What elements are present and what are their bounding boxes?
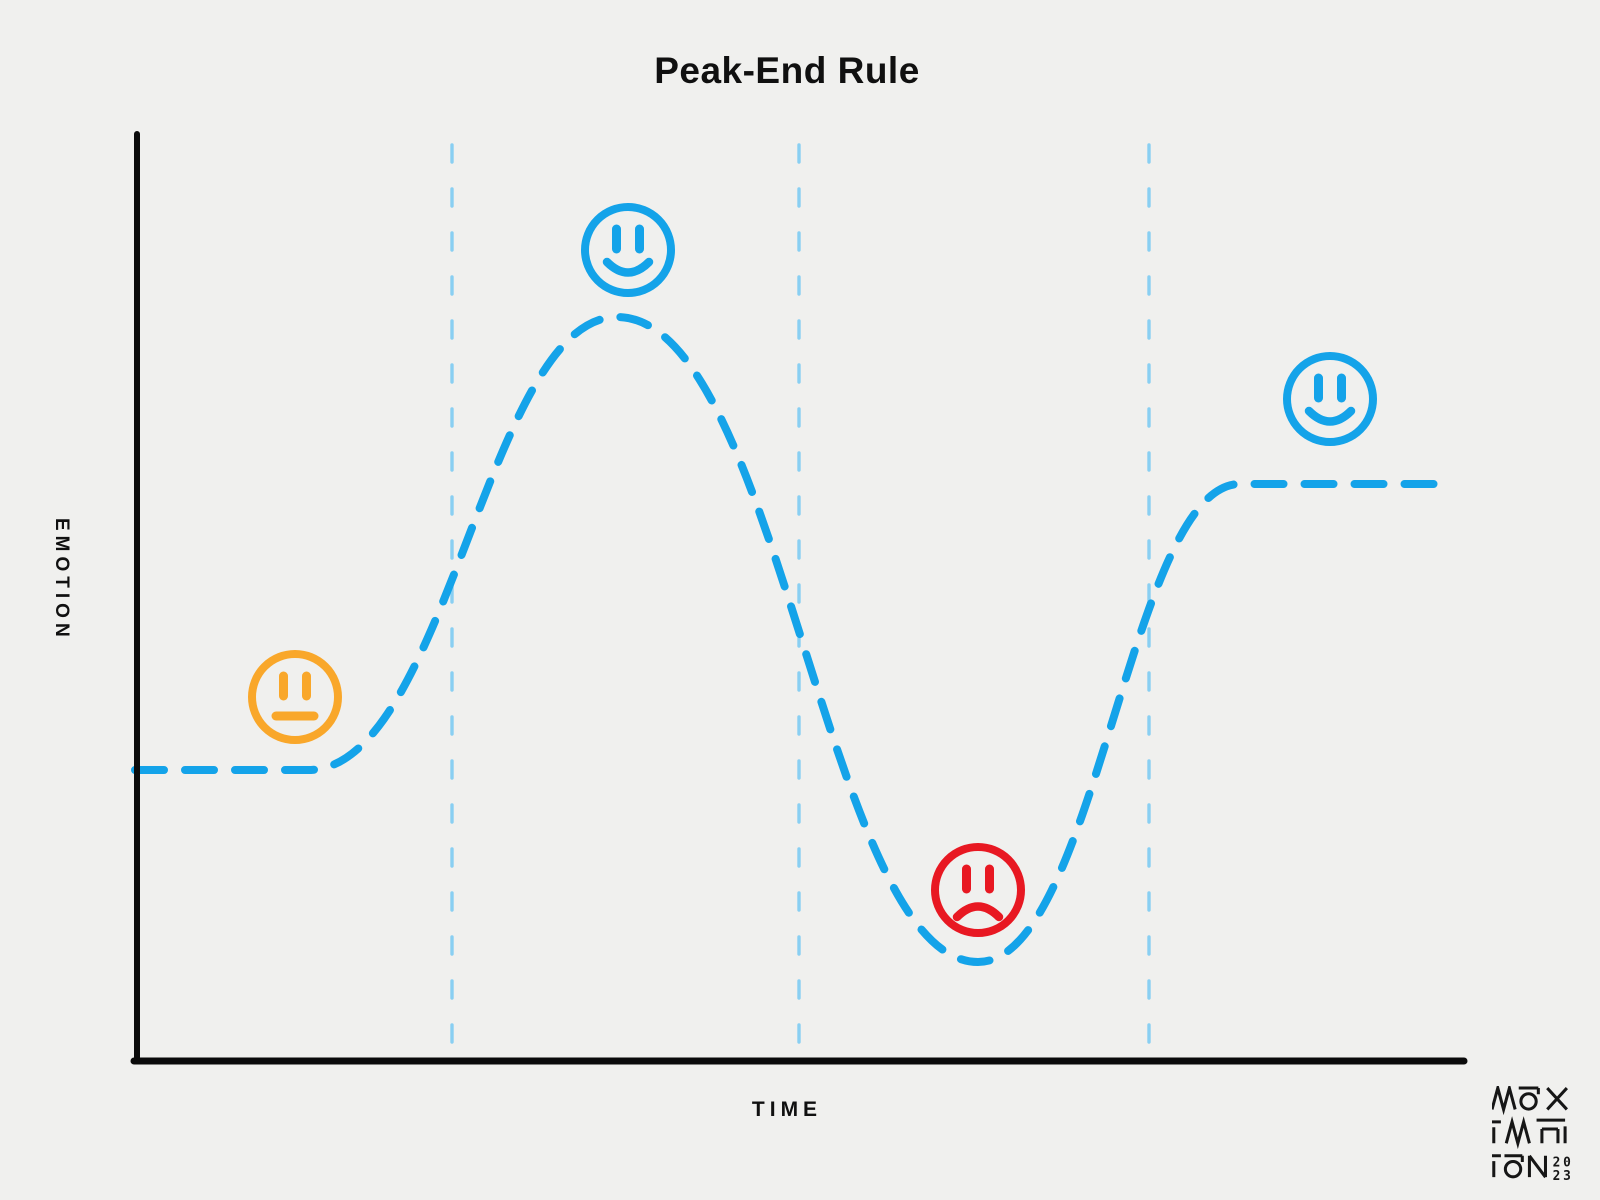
logo-year-bottom: 23 — [1553, 1169, 1574, 1181]
emotion-face-happy-icon — [1283, 352, 1377, 446]
y-axis-label: EMOTION — [51, 518, 72, 642]
emotion-face-neutral-icon — [248, 650, 342, 744]
emotion-face-happy-icon — [581, 203, 675, 297]
logo-year-top: 20 — [1553, 1155, 1574, 1170]
x-axis-label: TIME — [751, 1098, 823, 1121]
page-title: Peak-End Rule — [654, 50, 920, 91]
maximilian-monogram — [1492, 1086, 1568, 1179]
emotion-curve — [131, 312, 1442, 967]
emotion-face-sad-icon — [931, 843, 1025, 937]
